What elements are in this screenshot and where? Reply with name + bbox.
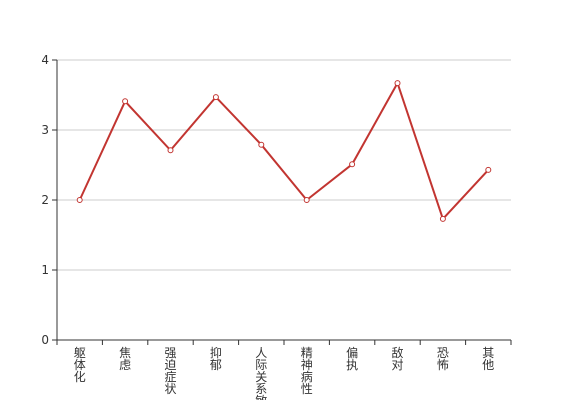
x-tick-label: 精神病性 bbox=[301, 346, 313, 396]
y-tick-label: 0 bbox=[41, 333, 49, 347]
x-tick-label: 躯体化 bbox=[74, 345, 86, 384]
point bbox=[485, 166, 492, 173]
point bbox=[76, 197, 83, 203]
y-tick-label: 4 bbox=[41, 53, 49, 67]
y-tick-label: 3 bbox=[41, 123, 49, 137]
line bbox=[78, 80, 490, 221]
point bbox=[258, 141, 265, 148]
x-tick-label: 恐怖 bbox=[437, 346, 449, 372]
x-tick-label: 敌对 bbox=[391, 345, 403, 372]
x-tick-label: 其他 bbox=[482, 346, 494, 372]
point bbox=[394, 80, 401, 87]
x-tick-label: 偏执 bbox=[346, 345, 358, 372]
point bbox=[122, 98, 129, 105]
x-tick-label: 抑郁 bbox=[210, 345, 222, 372]
x-tick-label: 焦虑 bbox=[119, 346, 131, 372]
point bbox=[349, 161, 356, 168]
y-tick-label: 1 bbox=[41, 263, 49, 277]
point bbox=[439, 215, 446, 222]
x-tick-label: 人际关系敏感 bbox=[255, 346, 267, 400]
y-tick-label: 2 bbox=[41, 193, 49, 207]
x-tick-label: 强迫症状 bbox=[164, 346, 176, 396]
point bbox=[167, 147, 174, 154]
point bbox=[303, 197, 310, 203]
point bbox=[212, 94, 219, 101]
